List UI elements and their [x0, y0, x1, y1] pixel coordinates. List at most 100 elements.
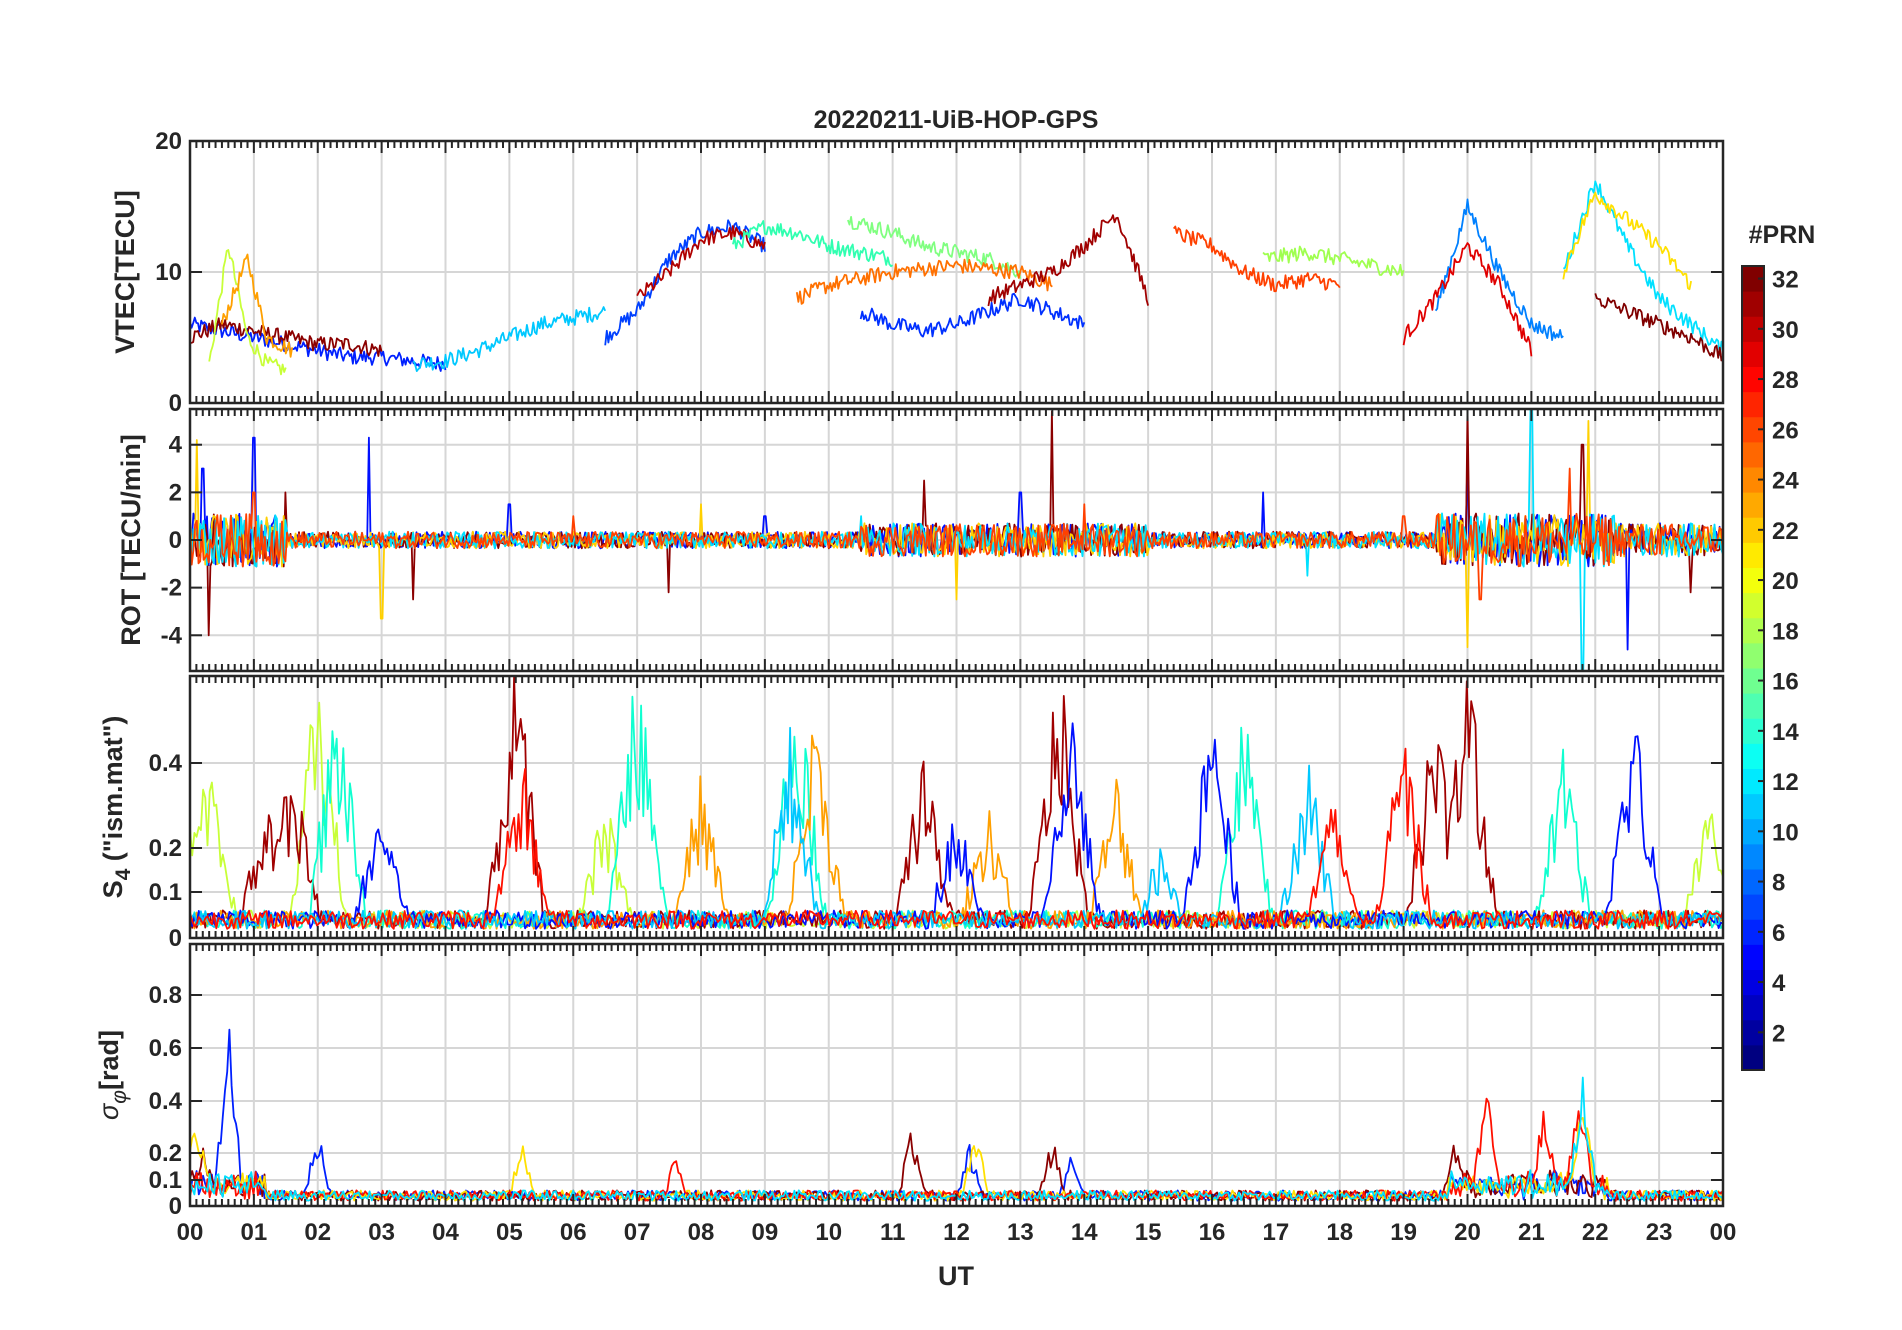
colorbar-frame: [1741, 265, 1765, 1071]
vtec-series-prn-17: [847, 216, 1022, 279]
colorbar-tick-label: 2: [1772, 1020, 1785, 1047]
x-tick-label: 13: [1007, 1219, 1034, 1246]
vtec-series-prn-30: [987, 214, 1149, 307]
colorbar-segment: [1742, 341, 1764, 367]
colorbar-gradient: [1742, 266, 1764, 1071]
colorbar-segment: [1742, 969, 1764, 996]
colorbar-tick-label: 32: [1772, 267, 1799, 294]
colorbar-segment: [1742, 416, 1764, 443]
colorbar-segment: [1742, 366, 1764, 393]
colorbar-segment: [1742, 492, 1764, 518]
panel-vtec-lines: [190, 180, 1723, 376]
panel-s4-ylabel: S4 ("ism.mat"): [98, 716, 135, 899]
x-tick-label: 16: [1199, 1219, 1226, 1246]
panel-rot-lines: [190, 409, 1723, 671]
x-tick-label: 04: [432, 1219, 459, 1246]
colorbar-tick-label: 28: [1772, 367, 1799, 394]
x-tick-label: 00: [177, 1219, 204, 1246]
y-tick-label: 10: [155, 259, 182, 286]
colorbar-segment: [1742, 944, 1764, 970]
colorbar-segment: [1742, 642, 1764, 669]
rot-series-prn-26: [190, 467, 1723, 601]
y-tick-label: 0.8: [149, 982, 182, 1009]
vtec-series-prn-24: [795, 258, 1053, 305]
colorbar-tick-label: 4: [1772, 970, 1786, 997]
colorbar-segment: [1742, 291, 1764, 317]
colorbar-label: #PRN: [1749, 221, 1816, 249]
panel-rot-ticks: -4 -2 0 2 4: [161, 409, 1724, 671]
x-tick-label: 20: [1454, 1219, 1481, 1246]
colorbar-tick-label: 24: [1772, 468, 1799, 495]
colorbar-segment: [1742, 391, 1764, 418]
colorbar-segment: [1742, 441, 1764, 468]
colorbar-tick-label: 16: [1772, 669, 1799, 696]
vtec-series-prn-26: [1172, 225, 1341, 293]
colorbar-segment: [1742, 542, 1764, 568]
colorbar-tick-label: 22: [1772, 518, 1799, 545]
panel-rot-ylabel: ROT [TECU/min]: [116, 434, 146, 645]
x-tick-label: 05: [496, 1219, 523, 1246]
x-tick-label: 22: [1582, 1219, 1609, 1246]
vtec-series-prn-5: [604, 219, 766, 346]
x-tick-label: 02: [304, 1219, 331, 1246]
vtec-series-prn-23: [221, 253, 294, 358]
x-tick-label: 15: [1135, 1219, 1162, 1246]
vtec-series-prn-6: [859, 292, 1086, 338]
y-tick-label: 0.6: [149, 1035, 182, 1062]
panel-s4-grid: [190, 676, 1723, 938]
colorbar-tick-label: 30: [1772, 317, 1799, 344]
y-tick-label: 0.4: [149, 1088, 183, 1115]
panel-vtec-ylabel: VTEC[TECU]: [110, 190, 140, 354]
vtec-series-prn-9: [1434, 198, 1564, 341]
colorbar-segment: [1742, 1044, 1764, 1071]
x-tick-labels: 00 01 02 03 04 05 06 07 08 09 10 11 12 13 14 15 16 17 18 19…: [177, 1219, 1737, 1246]
colorbar-segment: [1742, 517, 1764, 543]
x-tick-label: 18: [1326, 1219, 1353, 1246]
vtec-series-prn-3: [190, 316, 447, 372]
x-tick-label: 08: [688, 1219, 715, 1246]
colorbar-segment: [1742, 316, 1764, 342]
x-tick-label: 11: [880, 1219, 905, 1246]
vtec-series-prn-21: [1562, 191, 1692, 291]
y-tick-label: 0.1: [149, 1167, 182, 1194]
y-tick-label: -2: [161, 575, 182, 602]
y-tick-label: 0: [169, 390, 182, 417]
panel-sigma-phi-ylabel: σφ[rad]: [94, 1030, 131, 1120]
vtec-series-prn-28: [1402, 242, 1533, 357]
vtec-series-prn-19: [208, 249, 287, 376]
colorbar-segment: [1742, 843, 1764, 870]
y-tick-label: 4: [169, 432, 183, 459]
y-tick-label: 2: [169, 479, 182, 506]
colorbar-segment: [1742, 718, 1764, 744]
vtec-series-prn-11: [412, 306, 607, 372]
colorbar-segment: [1742, 743, 1764, 769]
panel-sigma-phi: 00.10.2 0.4 0.6 0.8 σφ[rad]: [94, 942, 1725, 1220]
colorbar-tick-label: 14: [1772, 719, 1799, 746]
colorbar-segment: [1742, 266, 1764, 292]
colorbar-tick-label: 20: [1772, 568, 1799, 595]
colorbar-segment: [1742, 994, 1764, 1021]
y-tick-label: 20: [155, 128, 182, 155]
panel-vtec: 0 10 20 VTEC[TECU]: [110, 128, 1725, 417]
panel-s4-lines: [190, 676, 1723, 930]
colorbar-segment: [1742, 793, 1764, 820]
x-axis-label: UT: [938, 1261, 974, 1291]
colorbar-segment: [1742, 567, 1764, 594]
colorbar-segment: [1742, 919, 1764, 945]
vtec-series-prn-32: [1594, 293, 1723, 362]
panel-sigma-phi-ticks: 00.10.2 0.4 0.6 0.8: [149, 944, 1724, 1220]
vtec-series-prn-15: [732, 220, 894, 268]
y-tick-label: 0.1: [149, 879, 182, 906]
colorbar-segment: [1742, 467, 1764, 493]
panel-sigma-phi-grid: [190, 944, 1723, 1206]
y-tick-label: 0.4: [149, 750, 183, 777]
x-tick-label: 21: [1518, 1219, 1545, 1246]
vtec-series-prn-18: [1262, 245, 1405, 277]
x-tick-label: 07: [624, 1219, 651, 1246]
y-tick-label: 0.2: [149, 1140, 182, 1167]
y-tick-label: -4: [161, 622, 183, 649]
colorbar-segment: [1742, 693, 1764, 719]
colorbar-segment: [1742, 1019, 1764, 1046]
